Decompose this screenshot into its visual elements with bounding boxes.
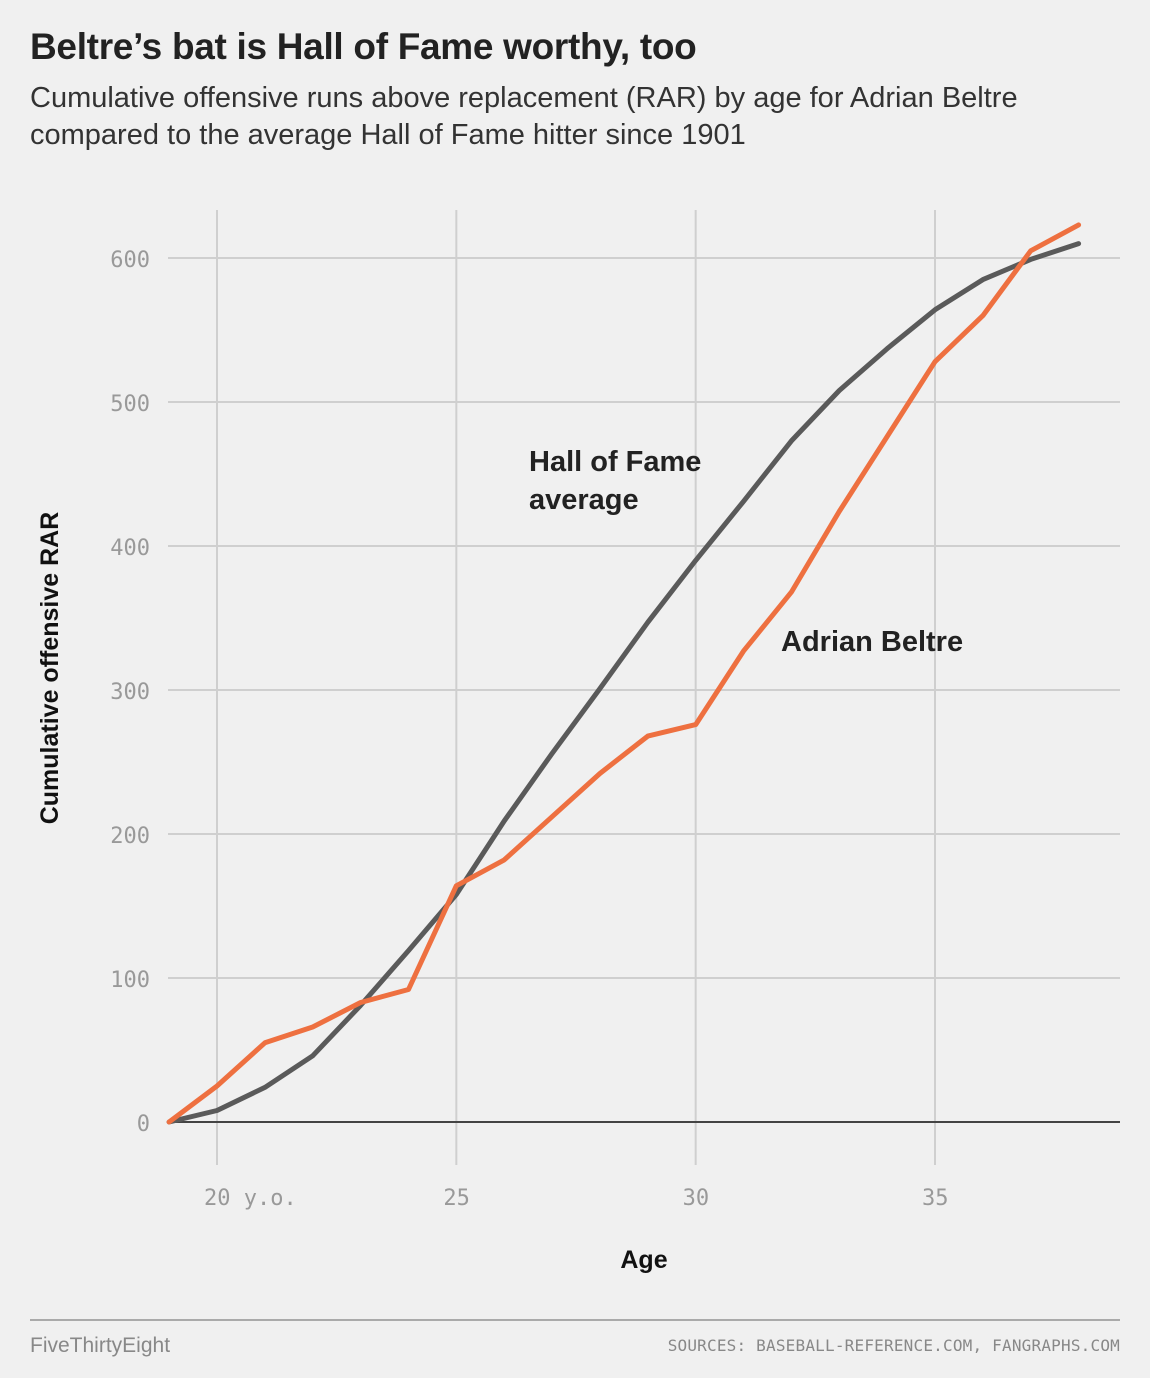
y-tick-label: 300: [110, 680, 150, 705]
x-tick-label: 25: [443, 1186, 470, 1211]
x-axis-label: Age: [620, 1246, 667, 1274]
series-line-hall-of-fame: [166, 241, 1082, 1125]
series: [166, 222, 1082, 1125]
y-tick-label: 0: [137, 1112, 150, 1137]
series-label-adrian-beltre: Adrian Beltre: [781, 626, 963, 658]
series-line-adrian-beltre: [166, 222, 1082, 1125]
x-tick-label: 30: [683, 1186, 710, 1211]
x-tick-label: 20 y.o.: [204, 1186, 297, 1211]
footer-divider: [30, 1319, 1120, 1321]
y-tick-label: 400: [110, 536, 150, 561]
tick-labels: 0 100 200 300 400 500 600 20 y.o. 25 30 35: [110, 248, 948, 1211]
series-label-hall-of-fame: Hall of Fame average: [529, 446, 710, 516]
y-tick-label: 100: [110, 968, 150, 993]
brand-logo-text: FiveThirtyEight: [30, 1334, 171, 1357]
y-axis-label: Cumulative offensive RAR: [36, 512, 64, 825]
sources-note: SOURCES: BASEBALL-REFERENCE.COM, FANGRAP…: [667, 1336, 1120, 1355]
series-label-hall-of-fame-line-2: average: [529, 484, 639, 516]
grid: [168, 210, 1120, 1165]
chart-title: Beltre’s bat is Hall of Fame worthy, too: [30, 26, 697, 67]
y-tick-label: 500: [110, 392, 150, 417]
x-tick-label: 35: [922, 1186, 949, 1211]
chart-subtitle: Cumulative offensive runs above replacem…: [30, 82, 1018, 151]
y-tick-label: 600: [110, 248, 150, 273]
y-tick-label: 200: [110, 824, 150, 849]
